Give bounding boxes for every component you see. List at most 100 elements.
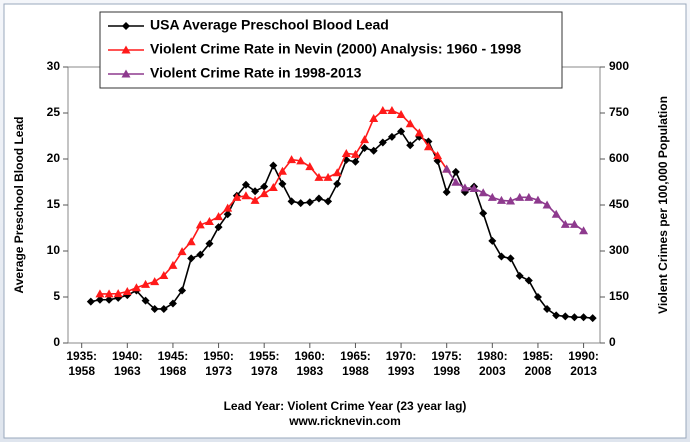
marker [588, 314, 597, 323]
x-tick-label: 1990: 2013 [568, 349, 599, 378]
y-tick-label: 0 [53, 335, 60, 349]
y2-axis-label: Violent Crimes per 100,000 Population [656, 96, 670, 314]
marker [141, 296, 150, 305]
marker [543, 304, 552, 313]
marker [496, 195, 506, 204]
marker [579, 226, 589, 235]
marker [397, 127, 406, 136]
marker [396, 110, 406, 119]
marker [305, 162, 315, 171]
marker [460, 183, 470, 192]
marker [95, 289, 105, 298]
marker [259, 189, 269, 198]
marker [205, 239, 214, 248]
marker [533, 195, 543, 204]
marker [186, 237, 196, 246]
source: www.ricknevin.com [288, 414, 401, 428]
marker [324, 197, 333, 206]
marker [260, 182, 269, 191]
x-tick-label: 1935: 1958 [66, 349, 98, 378]
marker [241, 180, 250, 189]
plot-area [67, 66, 601, 344]
marker [369, 114, 379, 123]
marker [506, 254, 515, 263]
marker [360, 135, 370, 144]
marker [232, 192, 242, 201]
y2-tick-label: 150 [609, 289, 629, 303]
marker [287, 197, 296, 206]
legend-marker [121, 69, 131, 78]
y-tick-label: 10 [47, 243, 61, 257]
y2-tick-label: 900 [609, 59, 629, 73]
marker [187, 254, 196, 263]
x-tick-label: 1975: 1998 [431, 349, 463, 378]
marker [561, 312, 570, 321]
x-tick-label: 1950: 1973 [203, 349, 234, 378]
marker [333, 179, 342, 188]
marker [131, 283, 141, 292]
marker [223, 203, 233, 212]
x-tick-label: 1955: 1978 [248, 349, 280, 378]
marker [150, 277, 160, 286]
marker [150, 304, 159, 313]
y-tick-label: 5 [53, 289, 60, 303]
marker [579, 313, 588, 322]
x-tick-label: 1985: 2008 [522, 349, 554, 378]
y-tick-label: 20 [47, 151, 61, 165]
y2-tick-label: 750 [609, 105, 629, 119]
y2-tick-label: 0 [609, 335, 616, 349]
marker [350, 149, 360, 158]
marker [406, 141, 415, 150]
marker [387, 106, 397, 115]
marker [506, 196, 516, 205]
series-line [446, 168, 585, 232]
legend-label: Violent Crime Rate in 1998-2013 [150, 65, 362, 81]
marker [442, 188, 451, 197]
marker [442, 164, 452, 173]
legend-marker [122, 22, 130, 30]
marker [195, 220, 205, 229]
marker [296, 199, 305, 208]
marker [524, 276, 533, 285]
marker [423, 142, 433, 151]
marker [223, 210, 232, 219]
marker [95, 295, 104, 304]
marker [552, 311, 561, 320]
marker [105, 295, 114, 304]
marker [479, 209, 488, 218]
marker [387, 132, 396, 141]
marker [569, 219, 579, 228]
x-tick-label: 1940: 1963 [111, 349, 143, 378]
marker [341, 148, 351, 157]
x-tick-label: 1960: 1983 [294, 349, 326, 378]
marker [178, 286, 187, 295]
marker [497, 252, 506, 261]
legend-label: USA Average Preschool Blood Lead [150, 17, 389, 33]
marker [515, 271, 524, 280]
y-axis-label: Average Preschool Blood Lead [12, 117, 26, 294]
legend [99, 11, 563, 89]
marker [196, 250, 205, 259]
marker [542, 200, 552, 209]
y-tick-label: 30 [47, 59, 61, 73]
x-tick-label: 1965: 1988 [340, 349, 371, 378]
marker [378, 106, 388, 115]
marker [141, 279, 151, 288]
y-tick-label: 15 [47, 197, 61, 211]
marker [241, 191, 251, 200]
marker [104, 289, 114, 298]
marker [296, 156, 306, 165]
marker [533, 293, 542, 301]
marker [250, 195, 260, 204]
marker [277, 166, 287, 175]
marker [433, 151, 443, 160]
marker [168, 260, 178, 269]
marker [159, 271, 169, 280]
marker [378, 138, 387, 147]
marker [332, 168, 342, 177]
marker [524, 192, 534, 201]
x-axis-label: Lead Year: Violent Crime Year (23 year l… [224, 399, 467, 413]
marker [214, 212, 224, 221]
